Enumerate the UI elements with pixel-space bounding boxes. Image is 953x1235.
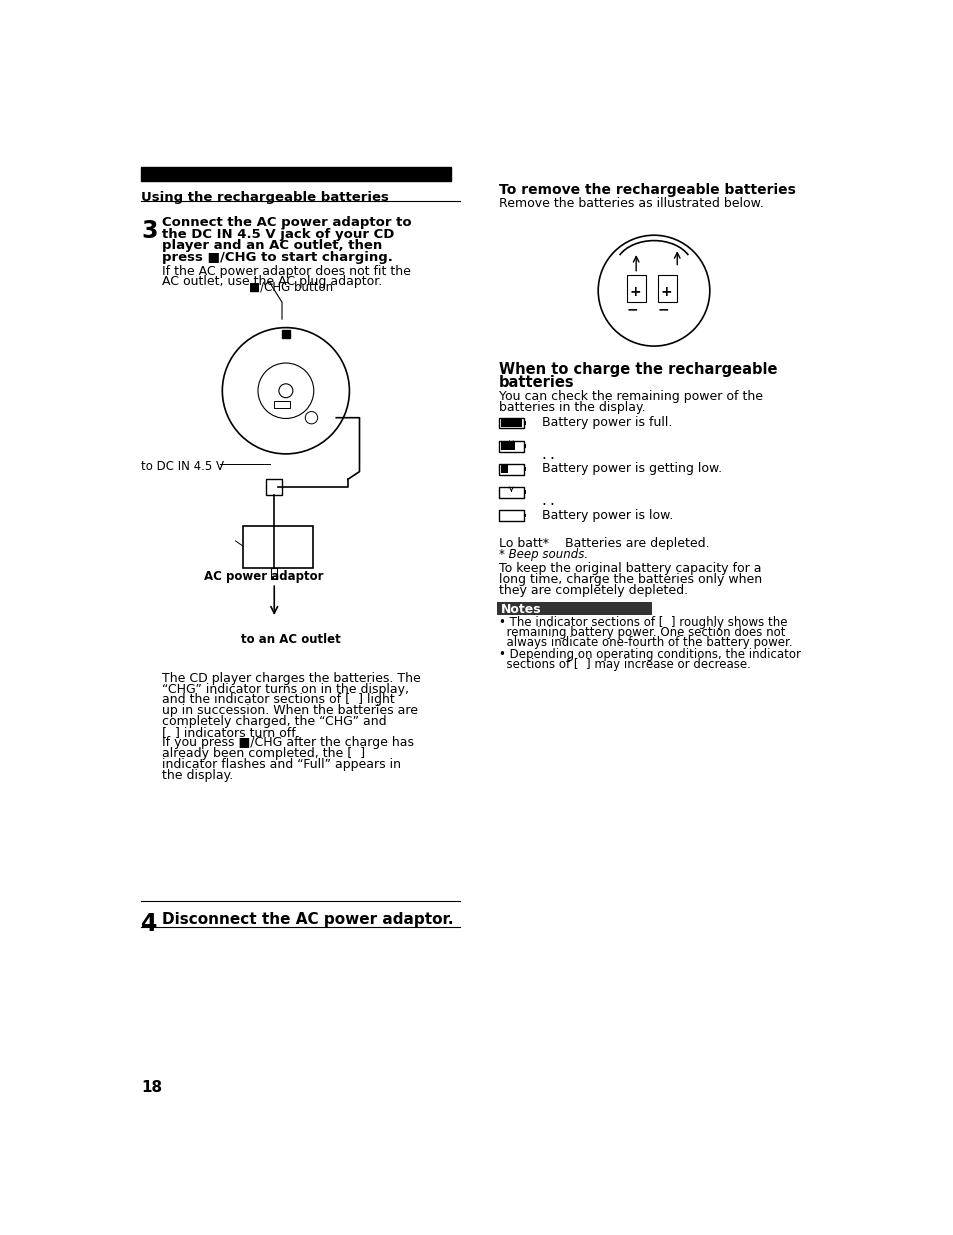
Text: To keep the original battery capacity for a: To keep the original battery capacity fo… — [498, 562, 760, 576]
Bar — [498, 417, 523, 429]
Bar — [498, 464, 523, 474]
Text: AC power adaptor: AC power adaptor — [204, 571, 324, 583]
Text: ■/CHG button: ■/CHG button — [249, 280, 334, 294]
Bar — [497, 601, 652, 615]
Text: 3: 3 — [141, 219, 157, 243]
Text: press ■/CHG to start charging.: press ■/CHG to start charging. — [162, 251, 393, 263]
Bar — [500, 466, 507, 473]
Text: indicator flashes and “Full” appears in: indicator flashes and “Full” appears in — [162, 758, 400, 771]
Bar — [507, 419, 515, 427]
Text: −: − — [658, 303, 669, 316]
Text: to an AC outlet: to an AC outlet — [241, 634, 340, 646]
Text: .: . — [541, 447, 546, 462]
Bar — [498, 441, 523, 452]
Text: long time, charge the batteries only when: long time, charge the batteries only whe… — [498, 573, 761, 587]
Bar — [243, 526, 313, 568]
Text: 18: 18 — [141, 1079, 162, 1095]
Text: the display.: the display. — [162, 769, 233, 782]
Text: To remove the rechargeable batteries: To remove the rechargeable batteries — [498, 183, 795, 196]
Bar — [274, 401, 290, 409]
Text: batteries in the display.: batteries in the display. — [498, 401, 645, 414]
Bar — [523, 445, 525, 448]
Text: always indicate one-fourth of the battery power.: always indicate one-fourth of the batter… — [498, 636, 792, 650]
Text: When to charge the rechargeable: When to charge the rechargeable — [498, 362, 777, 377]
Text: the DC IN 4.5 V jack of your CD: the DC IN 4.5 V jack of your CD — [162, 227, 394, 241]
Text: player and an AC outlet, then: player and an AC outlet, then — [162, 240, 382, 252]
Bar — [141, 167, 451, 180]
Text: .: . — [541, 493, 546, 508]
Text: • The indicator sections of [  ] roughly shows the: • The indicator sections of [ ] roughly … — [498, 616, 786, 630]
Text: Using the rechargeable batteries: Using the rechargeable batteries — [141, 190, 389, 204]
Text: Connect the AC power adaptor to: Connect the AC power adaptor to — [162, 216, 411, 228]
Bar — [500, 419, 507, 427]
Text: If the AC power adaptor does not fit the: If the AC power adaptor does not fit the — [162, 266, 411, 278]
Text: .: . — [549, 493, 554, 508]
Text: • Depending on operating conditions, the indicator: • Depending on operating conditions, the… — [498, 648, 801, 661]
Text: AC outlet, use the AC plug adaptor.: AC outlet, use the AC plug adaptor. — [162, 275, 382, 288]
Bar — [498, 510, 523, 521]
Text: 4: 4 — [141, 911, 157, 936]
Text: batteries: batteries — [498, 374, 574, 389]
Bar — [658, 275, 677, 303]
Text: Disconnect the AC power adaptor.: Disconnect the AC power adaptor. — [162, 911, 453, 927]
Bar — [523, 467, 525, 472]
Text: Battery power is full.: Battery power is full. — [541, 416, 671, 429]
Bar — [507, 442, 515, 450]
Text: −: − — [626, 303, 638, 316]
Text: Remove the batteries as illustrated below.: Remove the batteries as illustrated belo… — [498, 196, 763, 210]
Bar — [515, 419, 521, 427]
Bar — [266, 479, 282, 495]
Text: Lo batt*    Batteries are depleted.: Lo batt* Batteries are depleted. — [498, 537, 709, 550]
Text: already been completed, the [  ]: already been completed, the [ ] — [162, 747, 365, 761]
Bar — [282, 330, 290, 337]
Text: * Beep sounds.: * Beep sounds. — [498, 548, 587, 561]
Text: completely charged, the “CHG” and: completely charged, the “CHG” and — [162, 715, 386, 727]
Text: “CHG” indicator turns on in the display,: “CHG” indicator turns on in the display, — [162, 683, 409, 695]
Bar — [523, 421, 525, 425]
Text: Battery power is low.: Battery power is low. — [541, 509, 672, 521]
Text: +: + — [629, 285, 640, 299]
Text: Battery power is getting low.: Battery power is getting low. — [541, 462, 721, 475]
Text: up in succession. When the batteries are: up in succession. When the batteries are — [162, 704, 417, 718]
Bar — [626, 275, 645, 303]
Text: and the indicator sections of [  ] light: and the indicator sections of [ ] light — [162, 693, 395, 706]
Text: The CD player charges the batteries. The: The CD player charges the batteries. The — [162, 672, 420, 684]
Text: sections of [  ] may increase or decrease.: sections of [ ] may increase or decrease… — [498, 658, 750, 671]
Text: .: . — [549, 447, 554, 462]
Text: If you press ■/CHG after the charge has: If you press ■/CHG after the charge has — [162, 736, 414, 750]
Text: they are completely depleted.: they are completely depleted. — [498, 584, 687, 597]
Text: You can check the remaining power of the: You can check the remaining power of the — [498, 390, 762, 403]
Bar — [523, 490, 525, 494]
Text: +: + — [659, 285, 671, 299]
Bar — [498, 487, 523, 498]
Text: Notes: Notes — [500, 603, 540, 615]
Text: to DC IN 4.5 V: to DC IN 4.5 V — [141, 461, 224, 473]
Text: remaining battery power. One section does not: remaining battery power. One section doe… — [498, 626, 784, 640]
Bar — [523, 514, 525, 517]
Text: [  ] indicators turn off.: [ ] indicators turn off. — [162, 726, 298, 739]
Bar — [500, 442, 507, 450]
Bar — [271, 568, 277, 579]
